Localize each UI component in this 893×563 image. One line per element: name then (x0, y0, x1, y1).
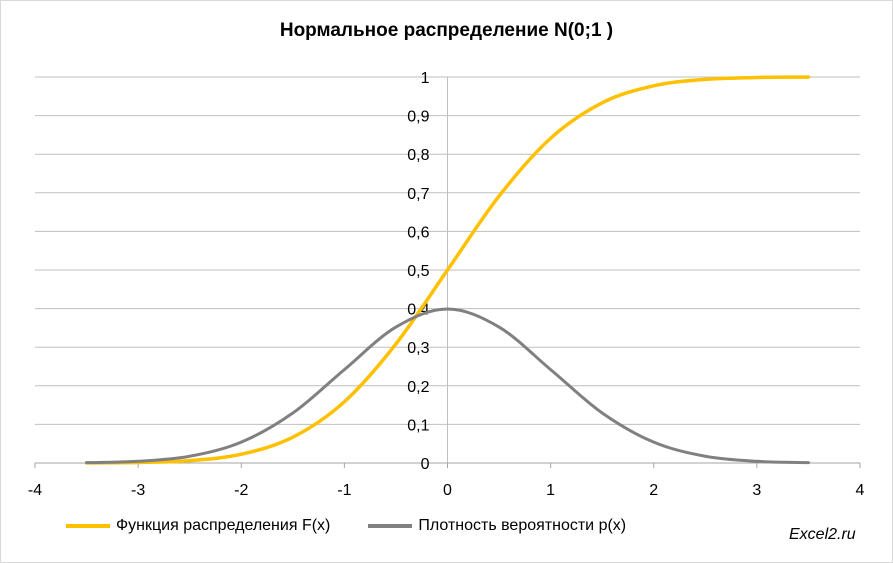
x-tick-label: 3 (752, 482, 761, 499)
x-tick-label: -1 (337, 482, 351, 499)
series-line-cdf (84, 75, 811, 465)
series-line-pdf (85, 307, 810, 465)
x-tick-label: 4 (856, 482, 865, 499)
y-tick-label: 0,1 (407, 417, 429, 434)
y-tick-label: 0,5 (407, 263, 429, 280)
legend-swatch-pdf (368, 524, 413, 528)
y-tick-label: 0,7 (407, 186, 429, 203)
chart-title: Нормальное распределение N(0;1 ) (279, 20, 614, 41)
x-tick-label: -3 (131, 482, 145, 499)
y-tick-label: 0,9 (407, 109, 429, 126)
legend-label-cdf: Функция распределения F(x) (116, 517, 331, 534)
y-tick-label: 0,3 (407, 340, 429, 357)
x-tick-label: -4 (28, 482, 42, 499)
x-tick-label: 1 (546, 482, 555, 499)
legend-label-pdf: Плотность вероятности p(x) (418, 517, 627, 534)
watermark: Excel2.ru (789, 526, 856, 543)
y-tick-label: 0,6 (407, 224, 429, 241)
x-tick-label: 2 (649, 482, 658, 499)
x-tick-label: -2 (234, 482, 248, 499)
legend-swatch-cdf (66, 524, 110, 528)
y-tick-label: 0 (421, 456, 430, 473)
y-tick-label: 1 (421, 70, 430, 87)
y-tick-label: 0,2 (407, 379, 429, 396)
legend-item-pdf: Плотность вероятности p(x) (368, 517, 626, 535)
y-tick-label: 0,8 (407, 147, 429, 164)
x-tick-label: 0 (443, 482, 452, 499)
legend-item-cdf: Функция распределения F(x) (66, 517, 330, 535)
chart-legend: Функция распределения F(x) Плотность вер… (66, 517, 664, 535)
